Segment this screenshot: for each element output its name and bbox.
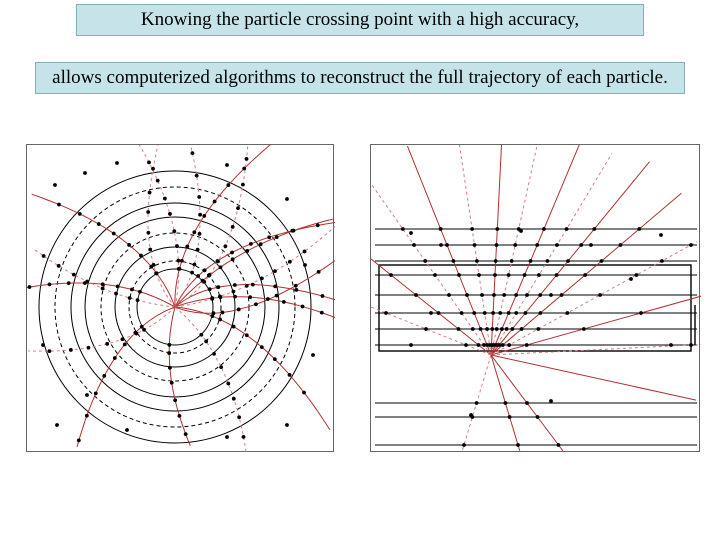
longitudinal-detector-svg: [371, 145, 701, 453]
longitudinal-view-panel: [370, 144, 700, 452]
title-line-2: allows computerized algorithms to recons…: [35, 62, 685, 94]
transverse-view-panel: [26, 144, 334, 452]
title-line-1: Knowing the particle crossing point with…: [76, 4, 644, 36]
transverse-detector-svg: [27, 145, 335, 453]
